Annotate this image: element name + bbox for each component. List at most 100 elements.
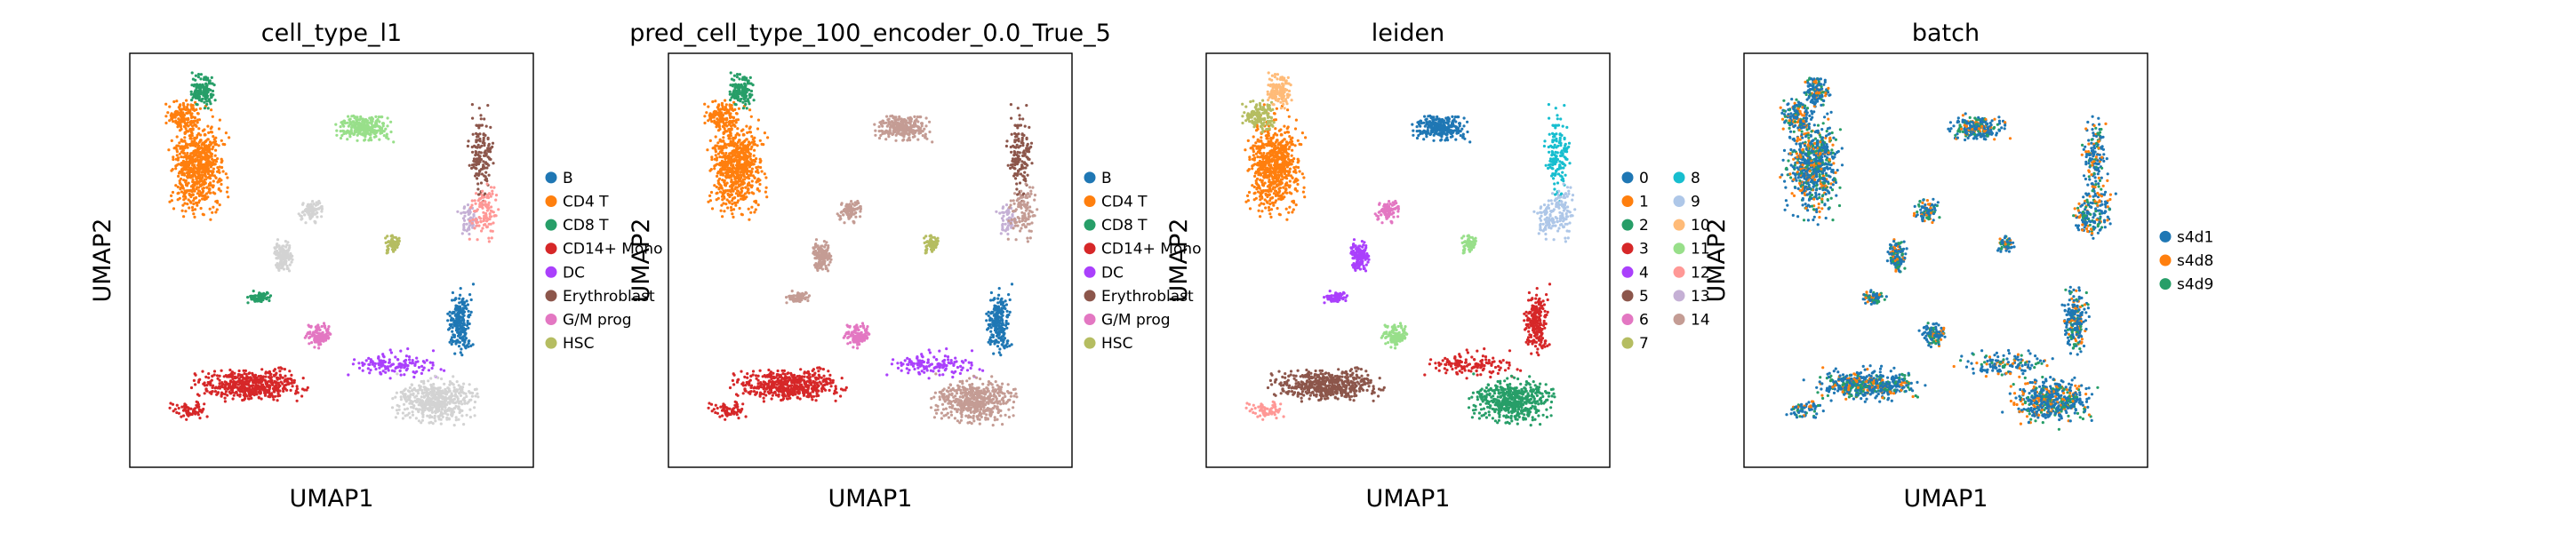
scatter-point <box>434 405 436 408</box>
scatter-point <box>302 377 305 379</box>
scatter-point <box>198 394 201 397</box>
scatter-point <box>828 264 830 266</box>
scatter-point <box>290 382 292 385</box>
scatter-point <box>467 346 469 348</box>
scatter-point <box>892 126 895 129</box>
scatter-point <box>196 94 198 97</box>
scatter-point <box>316 211 318 214</box>
scatter-point <box>234 392 236 394</box>
scatter-point <box>452 399 454 402</box>
scatter-point <box>276 381 278 384</box>
scatter-point <box>211 147 213 150</box>
scatter-point <box>464 393 467 395</box>
scatter-point <box>401 391 404 394</box>
scatter-point <box>727 128 730 131</box>
scatter-point <box>308 337 310 339</box>
scatter-point <box>735 147 738 149</box>
scatter-point <box>309 326 312 329</box>
scatter-point <box>732 144 735 147</box>
scatter-point <box>474 174 476 177</box>
scatter-point <box>475 146 477 148</box>
legend-label: DC <box>563 264 585 282</box>
scatter-point <box>346 138 348 140</box>
scatter-point <box>442 395 444 398</box>
scatter-point <box>742 133 745 136</box>
scatter-point <box>356 115 358 118</box>
scatter-point <box>399 362 402 365</box>
scatter-point <box>201 171 204 173</box>
scatter-point <box>427 394 429 396</box>
scatter-point <box>308 324 310 327</box>
scatter-point <box>717 153 720 155</box>
scatter-point <box>186 203 188 205</box>
scatter-point <box>175 158 178 161</box>
scatter-point <box>276 238 279 241</box>
scatter-point <box>823 240 826 243</box>
scatter-point <box>484 171 487 174</box>
scatter-point <box>195 374 197 377</box>
scatter-point <box>196 186 198 188</box>
scatter-point <box>208 150 211 153</box>
scatter-point <box>388 369 390 371</box>
scatter-point <box>827 259 829 261</box>
scatter-point <box>193 216 196 219</box>
scatter-point <box>387 241 389 243</box>
scatter-point <box>744 187 747 189</box>
scatter-point <box>205 195 208 198</box>
scatter-point <box>456 326 459 329</box>
scatter-point <box>353 358 356 361</box>
scatter-point <box>437 415 440 418</box>
scatter-point <box>489 126 492 129</box>
scatter-point <box>380 129 382 131</box>
scatter-point <box>214 386 217 389</box>
scatter-point <box>189 155 192 158</box>
scatter-point <box>377 356 380 359</box>
scatter-point <box>725 103 728 106</box>
scatter-point <box>455 418 458 421</box>
scatter-point <box>288 259 291 261</box>
scatter-point <box>747 98 749 100</box>
scatter-point <box>253 300 256 303</box>
scatter-point <box>725 118 728 121</box>
scatter-point <box>486 209 489 211</box>
scatter-point <box>182 215 185 218</box>
scatter-point <box>409 362 412 364</box>
scatter-point <box>471 151 474 154</box>
scatter-point <box>727 163 730 165</box>
scatter-point <box>352 362 355 365</box>
scatter-point <box>202 165 204 168</box>
scatter-point <box>480 220 483 223</box>
scatter-point <box>195 108 197 111</box>
scatter-point <box>454 314 457 317</box>
x-axis-label: UMAP1 <box>290 485 374 513</box>
scatter-point <box>199 107 202 110</box>
scatter-point <box>924 133 927 136</box>
scatter-point <box>207 91 210 93</box>
scatter-point <box>459 294 461 297</box>
scatter-point <box>386 235 388 237</box>
scatter-point <box>185 404 188 407</box>
scatter-point <box>183 114 186 116</box>
scatter-point <box>460 330 462 333</box>
scatter-point <box>196 169 199 171</box>
scatter-point <box>385 136 388 139</box>
scatter-point <box>755 200 757 203</box>
scatter-point <box>722 174 724 177</box>
scatter-point <box>477 144 480 147</box>
scatter-point <box>897 118 900 121</box>
scatter-point <box>197 175 200 178</box>
scatter-point <box>261 378 264 380</box>
scatter-point <box>740 130 743 132</box>
scatter-point <box>204 376 207 378</box>
scatter-point <box>286 380 289 383</box>
scatter-point <box>471 117 474 120</box>
scatter-point <box>220 370 223 372</box>
scatter-point <box>290 389 292 392</box>
scatter-point <box>715 154 717 156</box>
scatter-point <box>488 192 491 195</box>
scatter-point <box>897 122 900 124</box>
scatter-point <box>410 406 412 409</box>
scatter-point <box>358 122 361 124</box>
scatter-point <box>451 392 453 394</box>
scatter-point <box>196 84 198 87</box>
